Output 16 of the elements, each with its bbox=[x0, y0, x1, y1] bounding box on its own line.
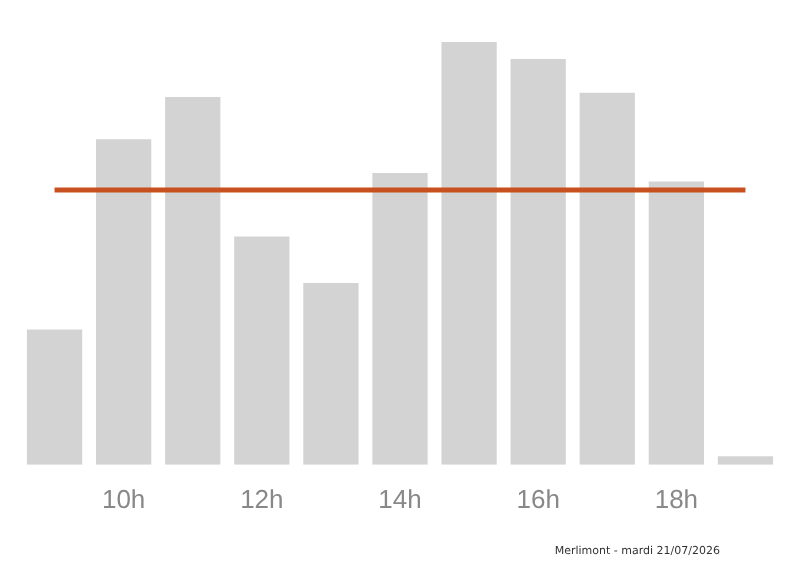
bar bbox=[372, 173, 428, 465]
bar bbox=[441, 42, 497, 465]
bar bbox=[303, 283, 359, 465]
x-tick-label: 18h bbox=[654, 483, 699, 514]
bar bbox=[26, 329, 83, 465]
x-tick-label: 16h bbox=[516, 483, 560, 514]
x-tick-label: 12h bbox=[240, 483, 284, 514]
bar bbox=[717, 456, 774, 465]
x-tick-label: 14h bbox=[378, 483, 422, 514]
bar bbox=[579, 92, 635, 465]
bar bbox=[165, 96, 221, 465]
bar bbox=[96, 139, 152, 465]
x-tick-label: 10h bbox=[101, 483, 146, 514]
bar bbox=[234, 236, 290, 465]
bar bbox=[648, 181, 704, 465]
bar bbox=[510, 58, 566, 465]
